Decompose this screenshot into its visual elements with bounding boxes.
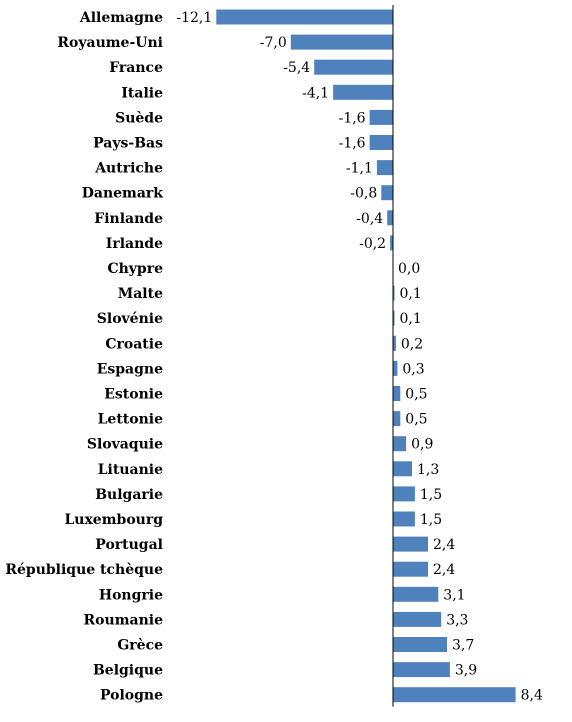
- category-label: République tchèque: [5, 562, 163, 578]
- value-label: 3,3: [446, 612, 468, 628]
- bar: [381, 185, 393, 201]
- category-label: Bulgarie: [95, 487, 163, 503]
- category-label: Lituanie: [98, 462, 163, 478]
- value-label: 0,1: [400, 311, 422, 327]
- bar: [369, 109, 393, 125]
- bar: [393, 486, 415, 502]
- category-label: Chypre: [107, 261, 163, 277]
- bar: [333, 84, 393, 100]
- value-label: 1,5: [420, 512, 442, 528]
- bar: [393, 386, 401, 401]
- value-label: 3,1: [443, 587, 465, 603]
- value-label: 1,5: [420, 487, 442, 503]
- value-label: -4,1: [302, 85, 329, 101]
- bar: [393, 461, 412, 477]
- value-label: -0,2: [359, 236, 386, 252]
- category-label: Autriche: [94, 161, 163, 177]
- value-label: 2,4: [433, 562, 455, 578]
- value-label: 0,1: [400, 286, 422, 302]
- category-label: Lettonie: [98, 412, 164, 428]
- category-label: Royaume-Uni: [57, 35, 163, 51]
- bar: [393, 662, 450, 678]
- value-label: -12,1: [176, 10, 212, 26]
- bars-group: [216, 9, 516, 703]
- bar: [314, 59, 393, 75]
- bar: [290, 34, 393, 50]
- bar: [393, 536, 428, 552]
- bar: [390, 235, 393, 251]
- value-label: 0,5: [405, 412, 427, 428]
- bar: [393, 310, 395, 326]
- category-label: France: [109, 60, 163, 76]
- value-label: -1,1: [346, 161, 373, 177]
- category-label: Slovaquie: [87, 437, 163, 453]
- category-label: Hongrie: [99, 587, 163, 603]
- bar: [376, 160, 393, 176]
- value-label: 0,3: [402, 361, 424, 377]
- bar: [393, 335, 396, 351]
- value-label: -1,6: [339, 136, 366, 152]
- value-label: 8,4: [521, 688, 543, 704]
- bar: [393, 411, 401, 427]
- value-label: -1,6: [339, 110, 366, 126]
- category-label: Pologne: [100, 688, 163, 704]
- category-label: Grèce: [117, 638, 163, 654]
- category-label: Luxembourg: [64, 512, 163, 528]
- category-label: Italie: [121, 85, 163, 101]
- bar: [393, 511, 415, 527]
- bar: [393, 360, 398, 376]
- value-label: 0,9: [411, 437, 433, 453]
- value-label: -5,4: [283, 60, 310, 76]
- value-label: 0,2: [401, 336, 423, 352]
- category-label: Pays-Bas: [93, 136, 163, 152]
- category-label: Croatie: [105, 336, 163, 352]
- category-label: Estonie: [104, 387, 163, 403]
- value-label: -0,4: [356, 211, 383, 227]
- bar: [393, 285, 395, 301]
- bar: [393, 637, 447, 652]
- value-label: -7,0: [260, 35, 287, 51]
- bar: [393, 561, 428, 577]
- value-label: -0,8: [350, 186, 377, 202]
- value-label: 3,9: [455, 663, 477, 679]
- category-label: Suède: [115, 110, 163, 126]
- category-label: Allemagne: [79, 10, 163, 26]
- value-label: 0,0: [398, 261, 420, 277]
- bar: [216, 9, 393, 25]
- category-label: Irlande: [106, 236, 163, 252]
- category-label: Portugal: [95, 537, 163, 553]
- category-label: Finlande: [94, 211, 163, 227]
- value-label: 2,4: [433, 537, 455, 553]
- value-label: 1,3: [417, 462, 439, 478]
- category-label: Danemark: [82, 186, 164, 202]
- bar: [393, 436, 407, 452]
- category-label: Malte: [118, 286, 163, 302]
- category-label: Belgique: [93, 663, 163, 679]
- value-labels-group: -12,1 -7,0 -5,4 -4,1 -1,6 -1,6 -1,1 -0,8 -0,4 -0,…: [176, 10, 543, 704]
- bar: [369, 135, 393, 150]
- value-label: 3,7: [452, 638, 474, 654]
- category-label: Espagne: [97, 361, 163, 377]
- category-labels-group: Allemagne Royaume-Uni France Italie Suède Pay…: [5, 10, 163, 704]
- bar: [393, 586, 439, 602]
- bar: [387, 210, 393, 226]
- category-label: Slovénie: [97, 311, 163, 327]
- value-label: 0,5: [405, 387, 427, 403]
- bar: [393, 611, 442, 627]
- category-label: Roumanie: [84, 612, 164, 628]
- bar: [393, 687, 516, 703]
